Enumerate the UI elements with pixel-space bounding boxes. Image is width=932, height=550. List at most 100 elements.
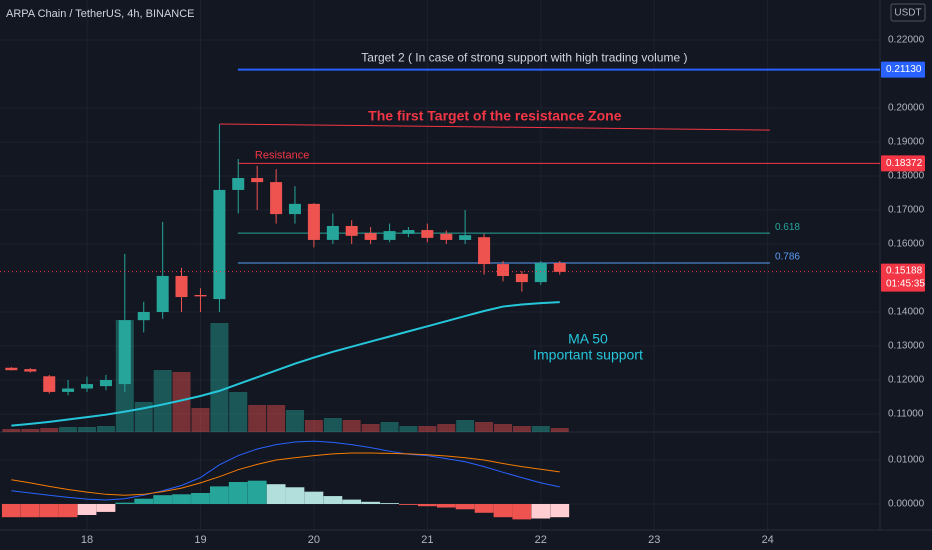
x-tick-label: 23	[648, 534, 660, 546]
annotation-text: The first Target of the resistance Zone	[368, 108, 622, 124]
volume-bar	[285, 410, 304, 432]
macd-histogram-bar	[342, 499, 362, 504]
macd-histogram-bar	[153, 495, 173, 504]
candle-body	[553, 263, 566, 272]
macd-histogram-bar	[96, 503, 116, 512]
macd-histogram-bar	[191, 492, 210, 504]
y-tick-label: 0.20000	[888, 103, 925, 114]
macd-histogram-bar	[512, 503, 532, 520]
currency-label[interactable]: USDT	[894, 8, 921, 19]
candle-body	[251, 178, 264, 183]
macd-histogram-bar	[399, 503, 418, 505]
volume-bar	[40, 428, 59, 432]
price-badge-label: 0.21130	[886, 64, 922, 75]
volume-bar	[210, 323, 229, 432]
y-tick-label: 0.22000	[888, 35, 925, 46]
volume-bar	[21, 429, 40, 432]
volume-bar	[248, 405, 267, 432]
currency-box[interactable]	[890, 3, 926, 22]
candle-body	[270, 182, 283, 215]
candle-body	[421, 230, 434, 238]
macd-histogram-bar	[285, 487, 305, 504]
candle-body	[364, 233, 377, 240]
candle-body	[99, 380, 112, 387]
candle-body	[515, 273, 528, 283]
macd-histogram-bar	[266, 484, 286, 504]
macd-histogram-bar	[417, 503, 437, 507]
volume-bar	[191, 408, 210, 432]
y-tick-label: 0.13000	[888, 341, 925, 352]
price-badge	[881, 155, 925, 172]
chart-title: ARPA Chain / TetherUS, 4h, BINANCE	[6, 8, 195, 20]
price-badge	[881, 263, 925, 292]
candle-body	[478, 237, 491, 265]
macd-histogram-bar	[323, 496, 343, 504]
macd-histogram-bar	[380, 503, 399, 504]
macd-histogram-bar	[210, 486, 229, 504]
volume-bar	[304, 420, 323, 432]
y-tick-label: 0.12000	[888, 375, 925, 386]
volume-bar	[494, 424, 513, 432]
volume-bar	[361, 424, 380, 432]
x-tick-label: 20	[308, 534, 320, 546]
candle-body	[288, 203, 301, 215]
candle-body	[118, 320, 131, 385]
ma-note: Important support	[533, 347, 643, 363]
volume-bar	[475, 422, 494, 432]
macd-histogram-bar	[493, 503, 513, 518]
candle-body	[175, 275, 188, 298]
macd-histogram-bar	[531, 503, 551, 519]
annotation-text: 0.786	[775, 252, 800, 263]
x-tick-label: 18	[81, 534, 93, 546]
x-tick-label: 19	[194, 534, 206, 546]
annotation-text: 0.618	[775, 222, 800, 233]
candle-body	[194, 295, 207, 297]
annotation-text: Target 2 ( In case of strong support wit…	[361, 51, 687, 65]
volume-bar	[512, 426, 531, 432]
candle-body	[137, 312, 150, 321]
macd-histogram-bar	[1, 503, 21, 518]
macd-histogram-bar	[304, 491, 324, 504]
candle-body	[402, 230, 415, 234]
macd-histogram-bar	[361, 501, 381, 504]
y-tick-label: 0.14000	[888, 307, 925, 318]
volume-bar	[531, 426, 550, 432]
macd-histogram-bar	[247, 480, 267, 504]
macd-histogram-bar	[172, 494, 191, 504]
x-tick-label: 24	[762, 534, 774, 546]
x-tick-label: 22	[535, 534, 547, 546]
volume-bar	[550, 428, 569, 432]
grid	[0, 0, 880, 530]
y-tick-label: 0.19000	[888, 137, 925, 148]
macd-histogram-bar	[134, 498, 154, 504]
macd-histogram-bar	[39, 503, 59, 518]
macd-histogram-bar	[436, 503, 456, 508]
candle-body	[43, 376, 56, 392]
volume-bar	[96, 426, 115, 432]
volume-bar	[323, 418, 342, 432]
y-tick-label: 0.17000	[888, 205, 925, 216]
x-tick-label: 21	[421, 534, 433, 546]
volume-bar	[380, 422, 399, 432]
volume-bar	[267, 405, 286, 432]
ma-line	[11, 301, 560, 427]
price-badge	[881, 61, 925, 78]
ma-note: MA 50	[568, 331, 608, 347]
candle-body	[156, 275, 169, 313]
price-badge-label: 0.15188	[886, 265, 923, 276]
macd-histogram-bar	[228, 481, 248, 504]
volume-bar	[59, 427, 78, 432]
macd-histogram-bar	[474, 503, 494, 513]
macd-histogram-bar	[77, 503, 97, 515]
macd-histogram-bar	[550, 503, 570, 518]
volume-bar	[153, 370, 172, 432]
macd-line	[11, 440, 560, 501]
volume-bar	[229, 392, 248, 432]
y-tick-label: 0.16000	[888, 239, 925, 250]
macd-histogram-bar	[20, 503, 40, 518]
y-tick-label: 0.00000	[888, 499, 925, 510]
macd-histogram-bar	[115, 502, 135, 504]
